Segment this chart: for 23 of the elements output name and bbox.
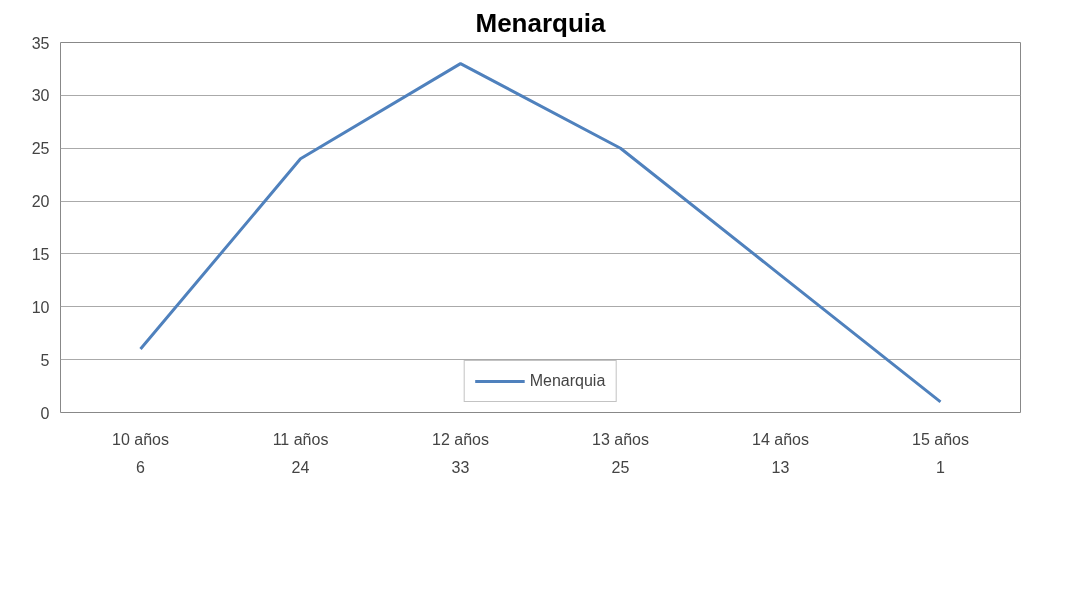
y-tick-label: 0 <box>40 404 50 422</box>
y-tick-label: 30 <box>31 87 50 105</box>
chart-title: Menarquia <box>475 7 607 38</box>
x-tick-label: 12 años <box>432 430 489 448</box>
data-label: 33 <box>451 458 470 476</box>
y-tick-label: 35 <box>31 34 50 52</box>
y-tick-label: 25 <box>31 140 50 158</box>
y-tick-label: 10 <box>31 298 50 316</box>
data-label: 1 <box>936 458 946 476</box>
y-tick-label: 15 <box>31 245 50 263</box>
line-series <box>139 62 942 404</box>
x-tick-label: 11 años <box>272 430 329 448</box>
x-tick-label: 10 años <box>112 430 169 448</box>
legend-label: Menarquia <box>529 372 606 390</box>
data-label: 13 <box>771 458 790 476</box>
data-label: 24 <box>291 458 310 476</box>
data-label: 6 <box>136 458 146 476</box>
y-tick-label: 5 <box>40 351 50 369</box>
data-label: 25 <box>611 458 630 476</box>
y-tick-label: 20 <box>31 193 50 211</box>
x-tick-label: 13 años <box>592 430 649 448</box>
x-tick-label: 14 años <box>752 430 809 448</box>
x-tick-label: 15 años <box>912 430 969 448</box>
